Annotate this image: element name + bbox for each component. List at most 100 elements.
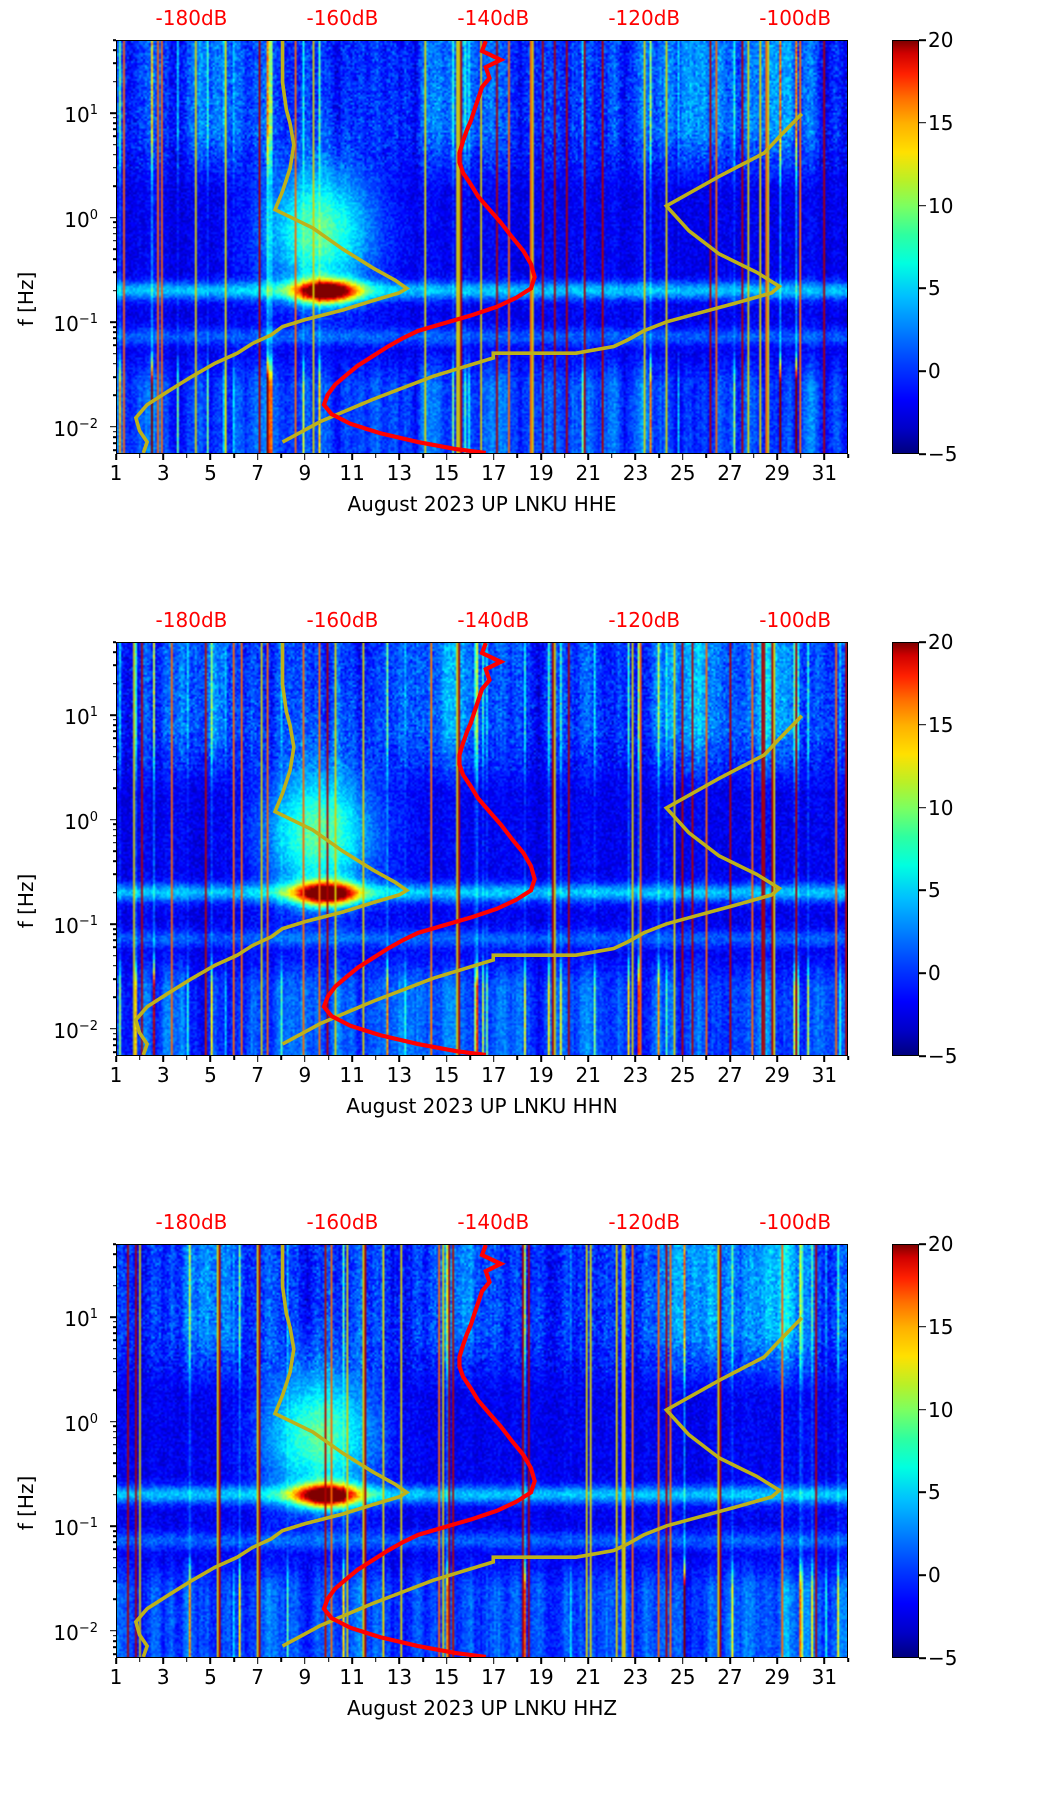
top-db-label: -140dB — [457, 608, 530, 632]
y-tick-minor — [112, 1347, 116, 1350]
colorbar-gradient — [892, 642, 919, 1056]
spectrogram-panel-hhn: -180dB -160dB -140dB -120dB -100dB f [Hz] 10… — [0, 602, 1052, 1204]
x-tick — [540, 454, 542, 460]
x-tick-label: 23 — [622, 1665, 649, 1689]
colorbar-tick-labels: 20 15 10 5 0 −5 — [928, 632, 978, 1066]
x-tick-label: 9 — [298, 1063, 312, 1087]
x-tick-label: 31 — [811, 461, 838, 485]
y-tick-minor — [112, 1646, 116, 1648]
x-tick — [398, 454, 401, 460]
spectrogram-image — [117, 41, 847, 453]
x-tick-label: 5 — [204, 1665, 217, 1689]
x-tick-label: 27 — [717, 1665, 743, 1689]
x-tick — [681, 1056, 684, 1062]
x-tick-label: 29 — [764, 461, 790, 485]
y-tick-major — [110, 1316, 116, 1318]
x-tick-label: 17 — [481, 1063, 507, 1087]
x-axis-title: August 2023 UP LNKU HHN — [346, 1094, 618, 1118]
x-tick-label: 19 — [528, 1665, 554, 1689]
y-tick-minor — [112, 1653, 116, 1655]
x-tick-label: 17 — [481, 461, 507, 485]
x-tick — [492, 1658, 495, 1664]
spectrogram-panel-hhe: -180dB -160dB -140dB -120dB -100dB f [Hz] 10… — [0, 0, 1052, 602]
spectrogram-plot-area[interactable] — [116, 1244, 848, 1658]
y-tick-minor — [112, 651, 116, 653]
colorbar-gradient — [892, 1244, 919, 1658]
x-tick — [374, 1056, 377, 1060]
spectrogram-image — [117, 1245, 847, 1657]
y-tick-minor — [112, 965, 116, 967]
y-tick-label: 101 — [64, 102, 98, 127]
y-tick-major — [110, 1525, 116, 1528]
y-tick-minor — [112, 850, 116, 852]
x-tick — [634, 1658, 637, 1664]
y-tick-minor — [112, 135, 116, 138]
spectrogram-plot-area[interactable] — [116, 40, 848, 454]
spectrogram-panel-hhz: -180dB -160dB -140dB -120dB -100dB f [Hz] 10… — [0, 1204, 1052, 1806]
colorbar-ticks — [919, 1243, 927, 1659]
y-tick-minor — [112, 768, 116, 771]
y-tick-minor — [112, 1389, 116, 1391]
y-tick-minor — [112, 166, 116, 169]
colorbar-gradient — [892, 40, 919, 454]
x-tick — [729, 1658, 731, 1664]
x-tick-label: 19 — [528, 1063, 554, 1087]
y-axis-tick-labels: f [Hz] 101 100 10−1 10−2 — [0, 1244, 106, 1658]
x-tick — [563, 1658, 566, 1662]
top-db-label: -180dB — [155, 6, 228, 30]
x-tick — [186, 454, 188, 458]
x-tick — [304, 1658, 306, 1664]
x-tick-label: 27 — [717, 1063, 743, 1087]
colorbar-tick-label: 0 — [928, 1563, 941, 1588]
x-tick-label: 13 — [386, 461, 413, 485]
colorbar-tick — [919, 1055, 926, 1057]
top-db-axis-labels: -180dB -160dB -140dB -120dB -100dB — [116, 1212, 848, 1240]
y-tick-minor — [112, 891, 116, 894]
spectrogram-plot-area[interactable] — [116, 642, 848, 1056]
y-tick-minor — [112, 1437, 116, 1439]
y-tick-minor — [112, 1425, 116, 1428]
x-tick — [327, 454, 330, 458]
x-tick-label: 13 — [386, 1063, 413, 1087]
top-db-label: -100dB — [759, 6, 832, 30]
x-tick — [634, 1056, 637, 1062]
colorbar-tick — [919, 889, 926, 892]
top-db-label: -140dB — [457, 6, 530, 30]
y-tick-minor — [112, 352, 116, 355]
psd-curve-overlay — [133, 1245, 804, 1657]
y-tick-minor — [112, 185, 116, 187]
y-tick-minor — [112, 221, 116, 224]
y-tick-minor — [112, 1266, 116, 1268]
y-tick-minor — [112, 745, 116, 748]
y-tick-minor — [112, 1332, 116, 1335]
y-tick-minor — [112, 1339, 116, 1342]
y-tick-minor — [112, 1452, 116, 1454]
top-db-label: -140dB — [457, 1210, 530, 1234]
y-tick-minor — [112, 823, 116, 826]
y-tick-minor — [112, 1580, 116, 1582]
x-axis-tick-labels: 1 3 5 7 9 11 13 15 17 19 21 23 25 27 29 31 — [110, 1063, 848, 1090]
x-tick — [374, 1658, 377, 1662]
y-tick-label: 101 — [64, 704, 98, 729]
colorbar-tick-label: 5 — [928, 276, 941, 301]
y-tick-minor — [112, 430, 116, 433]
top-db-label: -160dB — [306, 608, 379, 632]
psd-curve-overlay — [133, 41, 804, 453]
colorbar-tick — [919, 1657, 926, 1659]
x-tick — [799, 454, 802, 458]
x-tick — [115, 454, 117, 460]
x-tick — [233, 1056, 235, 1060]
x-tick — [304, 454, 306, 460]
y-tick-minor — [112, 1044, 116, 1046]
colorbar-tick-label: −5 — [928, 442, 958, 466]
y-tick-minor — [112, 860, 116, 863]
x-tick — [587, 1658, 590, 1664]
colorbar-tick-label: 10 — [928, 795, 954, 820]
x-tick — [681, 1658, 684, 1664]
y-tick-major — [110, 818, 116, 821]
x-tick — [162, 1658, 165, 1664]
x-tick-label: 13 — [386, 1665, 413, 1689]
x-tick — [752, 1056, 755, 1060]
x-tick-label: 9 — [298, 1665, 312, 1689]
y-tick-minor — [112, 954, 116, 957]
